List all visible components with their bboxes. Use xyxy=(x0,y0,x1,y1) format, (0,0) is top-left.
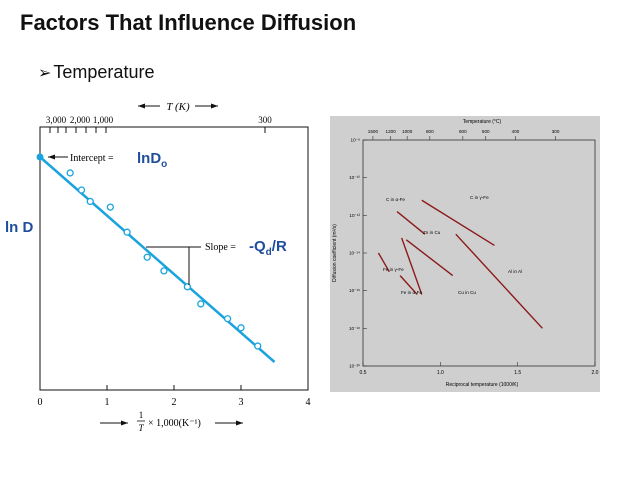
right-top-tick-label: 1000 xyxy=(402,129,413,134)
series-line xyxy=(405,239,454,277)
data-point xyxy=(237,324,245,332)
series-labels: C in γ-Fe C in α-Fe Zn in Cu Fe in γ-Fe … xyxy=(383,195,522,295)
bottom-tick-label: 1 xyxy=(105,397,110,408)
top-tick-label: 3,000 xyxy=(46,115,67,125)
right-top-tick-label: 400 xyxy=(512,129,520,134)
slope-triangle xyxy=(146,246,201,285)
bottom-axis-label-numerator: 1 xyxy=(139,410,144,420)
bottom-tick-label: 3 xyxy=(239,397,244,408)
right-x-tick-label: 2.0 xyxy=(592,370,599,376)
data-point xyxy=(143,253,151,261)
right-top-tick-label: 500 xyxy=(482,129,490,134)
slope-text: Slope = xyxy=(205,242,236,253)
right-top-tick-label: 1500 xyxy=(368,129,379,134)
right-x-tick-label: 1.5 xyxy=(514,370,521,376)
fit-line xyxy=(39,156,276,363)
data-point xyxy=(86,197,94,206)
series-label: Zn in Cu xyxy=(423,230,441,235)
data-point xyxy=(183,283,192,291)
top-axis-label: T (K) xyxy=(166,101,190,113)
right-y-axis-label: Diffusion coefficient (m²/s) xyxy=(332,224,338,282)
right-top-tick-label: 1200 xyxy=(386,129,397,134)
bottom-axis-title-group: 1 T × 1,000(K⁻¹) xyxy=(100,410,243,433)
data-point xyxy=(123,228,131,236)
right-y-tick-label: 10⁻¹⁶ xyxy=(349,288,360,293)
right-y-tick-label: 10⁻¹² xyxy=(349,213,360,218)
right-top-axis-label: Temperature (°C) xyxy=(463,119,502,125)
intercept-value: lnDo xyxy=(137,150,167,170)
slide-title: Factors That Influence Diffusion xyxy=(20,10,357,35)
series-label: C in γ-Fe xyxy=(470,195,489,200)
bottom-tick-label: 2 xyxy=(172,397,177,408)
diffusion-coefficient-figure: Temperature (°C) 1500 1200 1000 800 600 500 40… xyxy=(330,116,600,392)
right-top-ticks: 1500 1200 1000 800 600 500 400 300 xyxy=(368,129,560,140)
intercept-text: Intercept = xyxy=(70,153,114,164)
top-tick-label: 1,000 xyxy=(93,115,114,125)
right-x-tick-label: 0.5 xyxy=(360,370,367,376)
series-line xyxy=(455,233,543,329)
series-line xyxy=(377,252,390,273)
data-point xyxy=(106,203,114,211)
top-tick-label: 2,000 xyxy=(70,115,91,125)
series-label: C in α-Fe xyxy=(386,197,405,202)
right-top-tick-label: 600 xyxy=(459,129,467,134)
diffusion-coefficient-chart: Temperature (°C) 1500 1200 1000 800 600 500 40… xyxy=(332,119,599,388)
right-y-tick-label: 10⁻²⁰ xyxy=(349,364,360,369)
slope-value: -Qd/R xyxy=(249,238,287,258)
arrhenius-plot: T (K) 3,000 2,000 1,000 300 Intercept = … xyxy=(5,101,311,433)
right-y-tick-label: 10⁻⁸ xyxy=(351,138,361,143)
right-series-lines xyxy=(377,199,543,329)
series-label: Al in Al xyxy=(508,269,522,274)
series-line xyxy=(401,237,423,295)
data-points-layer xyxy=(66,169,262,350)
y-axis-label: ln D xyxy=(5,219,33,236)
data-point xyxy=(197,300,205,308)
bottom-tick-label: 4 xyxy=(306,397,311,408)
bullet-arrow-icon: ➢ xyxy=(38,65,52,82)
data-point xyxy=(77,186,86,194)
right-top-tick-label: 800 xyxy=(426,129,434,134)
intercept-point xyxy=(36,153,44,161)
data-point xyxy=(254,342,262,350)
series-label: Fe in α-Fe xyxy=(401,290,422,295)
top-ticks xyxy=(49,127,266,133)
right-x-ticks: 0.5 1.0 1.5 2.0 xyxy=(360,362,599,376)
right-y-tick-label: 10⁻¹⁸ xyxy=(349,326,360,331)
bottom-tick-label: 0 xyxy=(38,397,43,408)
top-tick-label: 300 xyxy=(258,115,272,125)
data-point xyxy=(160,267,168,275)
series-label: Fe in γ-Fe xyxy=(383,267,404,272)
plot-frame xyxy=(39,126,309,391)
bottom-axis-label: × 1,000(K⁻¹) xyxy=(148,418,201,429)
bottom-axis-label-denominator: T xyxy=(138,423,144,433)
right-y-tick-label: 10⁻¹⁴ xyxy=(349,251,360,256)
right-y-ticks: 10⁻⁸ 10⁻¹⁰ 10⁻¹² 10⁻¹⁴ 10⁻¹⁶ 10⁻¹⁸ 10⁻²⁰ xyxy=(349,138,367,369)
right-plot-frame xyxy=(362,139,596,367)
bullet-item: ➢ Temperature xyxy=(38,62,154,83)
series-line xyxy=(421,199,495,247)
data-point xyxy=(223,315,232,323)
series-line xyxy=(396,211,426,235)
right-y-tick-label: 10⁻¹⁰ xyxy=(349,175,360,180)
series-line xyxy=(399,275,418,295)
series-label: Cu in Cu xyxy=(458,290,476,295)
intercept-arrow-head-icon xyxy=(48,154,55,160)
top-axis-title-group: T (K) xyxy=(138,101,218,113)
right-x-axis-label: Reciprocal temperature (1000/K) xyxy=(446,382,519,388)
data-point xyxy=(66,169,74,177)
bullet-text: Temperature xyxy=(53,62,155,82)
right-x-tick-label: 1.0 xyxy=(437,370,444,376)
right-top-tick-label: 300 xyxy=(552,129,560,134)
bottom-ticks xyxy=(106,385,242,390)
